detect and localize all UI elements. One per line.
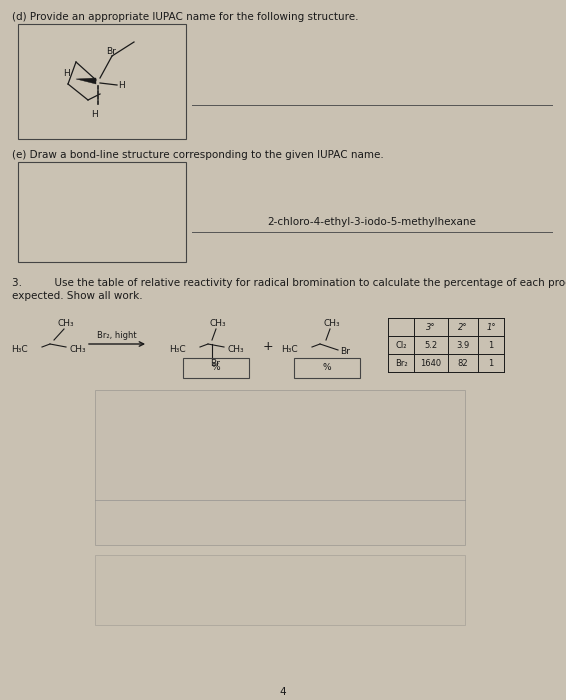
Text: Cl₂: Cl₂ [395,340,407,349]
Text: Br₂: Br₂ [395,358,408,368]
Text: CH₃: CH₃ [70,346,87,354]
Text: 3°: 3° [426,323,436,332]
Text: 1: 1 [488,358,494,368]
Text: H₃C: H₃C [11,346,28,354]
Bar [183,358,249,378]
Text: (e) Draw a bond-line structure corresponding to the given IUPAC name.: (e) Draw a bond-line structure correspon… [12,150,384,160]
Bar [294,358,360,378]
Text: 2-chloro-4-ethyl-3-iodo-5-methylhexane: 2-chloro-4-ethyl-3-iodo-5-methylhexane [268,217,477,227]
Text: 3.9: 3.9 [456,340,470,349]
Text: H: H [118,81,125,90]
Text: %: % [323,363,331,372]
Bar [18,24,186,139]
Text: 2°: 2° [458,323,468,332]
Text: CH₃: CH₃ [210,319,226,328]
Text: 4: 4 [280,687,286,697]
Text: expected. Show all work.: expected. Show all work. [12,291,143,301]
Text: 5.2: 5.2 [424,340,438,349]
Text: CH₃: CH₃ [58,319,75,328]
Text: 1640: 1640 [421,358,441,368]
Text: +: + [263,340,273,354]
Text: H₃C: H₃C [169,346,186,354]
Bar [18,162,186,262]
Text: Br: Br [106,48,116,57]
Bar [95,390,465,545]
Text: H₃C: H₃C [281,346,298,354]
Text: %: % [212,363,220,372]
Text: CH₃: CH₃ [324,319,341,328]
Text: H: H [63,69,70,78]
Text: (d) Provide an appropriate IUPAC name for the following structure.: (d) Provide an appropriate IUPAC name fo… [12,12,358,22]
Text: 3.          Use the table of relative reactivity for radical bromination to calc: 3. Use the table of relative reactivity … [12,278,566,288]
Polygon shape [76,78,96,84]
Text: 82: 82 [458,358,468,368]
Text: Br: Br [210,360,220,368]
Text: 1: 1 [488,340,494,349]
Text: CH₃: CH₃ [228,346,245,354]
Text: Br: Br [340,347,350,356]
Bar [95,555,465,625]
Text: 1°: 1° [486,323,496,332]
Text: H: H [91,110,97,119]
Text: Br₂, hight: Br₂, hight [97,330,137,340]
